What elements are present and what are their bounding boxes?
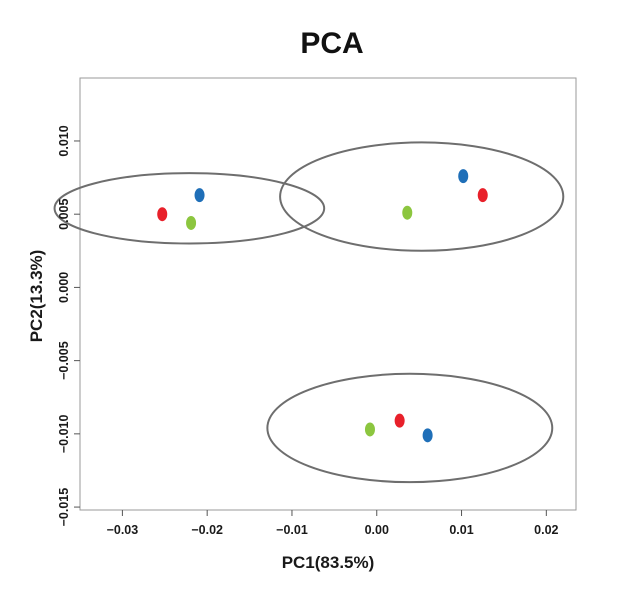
x-tick-label: −0.03 bbox=[107, 523, 139, 537]
data-point-2-1 bbox=[186, 215, 197, 230]
x-axis-title: PC1(83.5%) bbox=[282, 553, 375, 572]
data-point-3-1 bbox=[194, 188, 205, 203]
group-ellipse-1 bbox=[53, 172, 326, 245]
x-tick-label: 0.01 bbox=[449, 523, 473, 537]
group-ellipse-3 bbox=[266, 372, 554, 484]
group-ellipse-2 bbox=[279, 141, 565, 252]
chart-title: PCA bbox=[300, 27, 363, 60]
data-point-3-2 bbox=[422, 428, 433, 443]
data-point-2-2 bbox=[364, 422, 375, 437]
x-axis-ticks: −0.03 −0.02 −0.01 0.00 0.01 0.02 bbox=[107, 510, 559, 537]
group-ellipses bbox=[53, 141, 565, 484]
x-tick-label: −0.02 bbox=[191, 523, 223, 537]
y-axis-ticks: −0.015 −0.010 −0.005 0.000 0.005 0.010 bbox=[57, 125, 80, 526]
y-tick-label: −0.005 bbox=[57, 341, 71, 380]
x-tick-label: −0.01 bbox=[276, 523, 308, 537]
plot-frame bbox=[79, 77, 577, 511]
y-axis-title: PC2(13.3%) bbox=[27, 250, 46, 343]
x-tick-label: 0.00 bbox=[365, 523, 389, 537]
data-point-2-3 bbox=[402, 205, 413, 220]
data-point-1-1 bbox=[157, 207, 168, 222]
x-tick-label: 0.02 bbox=[534, 523, 558, 537]
y-tick-label: 0.005 bbox=[57, 199, 71, 230]
data-points bbox=[157, 169, 488, 443]
y-tick-label: 0.010 bbox=[57, 125, 71, 156]
data-point-1-3 bbox=[477, 188, 488, 203]
y-tick-label: −0.015 bbox=[57, 488, 71, 527]
y-tick-label: −0.010 bbox=[57, 415, 71, 454]
data-point-1-2 bbox=[394, 413, 405, 428]
data-point-3-3 bbox=[458, 169, 469, 184]
y-tick-label: 0.000 bbox=[57, 272, 71, 303]
